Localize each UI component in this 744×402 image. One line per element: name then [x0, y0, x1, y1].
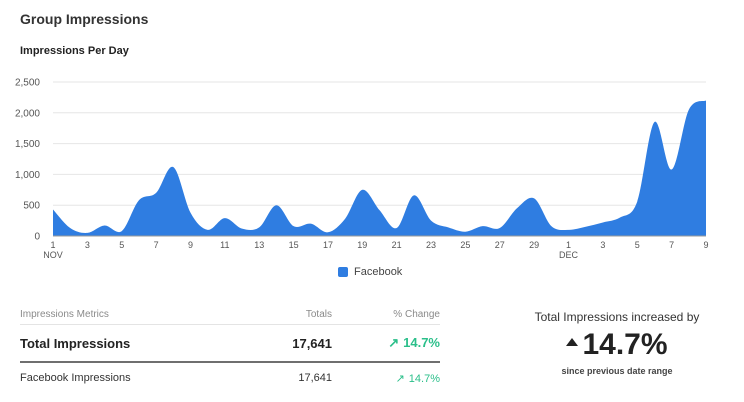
x-tick-label: 27 — [495, 240, 505, 250]
x-tick-label: 15 — [289, 240, 299, 250]
x-tick-label: 9 — [703, 240, 708, 250]
x-tick-label: 11 — [220, 240, 229, 250]
row-metric-label: Total Impressions — [20, 335, 131, 351]
row-change-value: 14.7% — [408, 372, 440, 385]
x-tick-label: 5 — [119, 240, 124, 250]
row-total-value: 17,641 — [292, 335, 332, 351]
x-tick-label: 3 — [600, 240, 605, 250]
x-tick-label: 7 — [154, 240, 159, 250]
summary-card: Total Impressions increased by 14.7% sin… — [510, 310, 724, 376]
x-tick-label: 13 — [254, 240, 264, 250]
page-title: Group Impressions — [20, 11, 149, 27]
table-row-facebook-impressions: Facebook Impressions 17,641 ↗ 14.7% — [20, 363, 440, 393]
x-tick-label: 23 — [426, 240, 436, 250]
x-tick-label: 3 — [85, 240, 90, 250]
x-tick-label: 19 — [357, 240, 367, 250]
x-tick-label: 29 — [529, 240, 539, 250]
y-tick-label: 2,500 — [15, 78, 40, 89]
x-tick-label: 17 — [323, 240, 333, 250]
table-header-row: Impressions Metrics Totals % Change — [20, 304, 440, 325]
arrow-up-right-icon: ↗ — [388, 335, 400, 350]
y-tick-label: 500 — [23, 201, 40, 212]
arrow-up-right-icon: ↗ — [395, 372, 405, 385]
x-tick-label: 1 — [566, 240, 571, 250]
legend-label-facebook: Facebook — [354, 266, 403, 278]
x-month-label: DEC — [559, 250, 579, 260]
x-tick-label: 7 — [669, 240, 674, 250]
y-tick-label: 1,500 — [15, 139, 40, 150]
y-tick-label: 1,000 — [15, 170, 40, 181]
header-change: % Change — [393, 308, 440, 320]
summary-caption: since previous date range — [561, 366, 673, 376]
x-tick-label: 9 — [188, 240, 193, 250]
header-metrics: Impressions Metrics — [20, 308, 109, 320]
row-metric-label: Facebook Impressions — [20, 372, 131, 384]
x-month-label: NOV — [43, 250, 63, 260]
chart-legend[interactable]: Facebook — [338, 266, 402, 278]
series-area-facebook — [53, 100, 706, 236]
summary-heading: Total Impressions increased by — [534, 310, 700, 324]
row-change-value: 14.7% — [403, 335, 440, 350]
chart-title: Impressions Per Day — [20, 45, 129, 57]
triangle-up-icon — [566, 338, 579, 347]
impressions-metrics-table: Impressions Metrics Totals % Change Tota… — [20, 304, 440, 393]
x-tick-label: 5 — [635, 240, 640, 250]
legend-swatch-facebook — [338, 267, 348, 277]
x-tick-label: 1 — [50, 240, 55, 250]
table-row-total-impressions: Total Impressions 17,641 ↗ 14.7% — [20, 325, 440, 363]
header-totals: Totals — [305, 308, 332, 320]
summary-value: 14.7% — [510, 328, 724, 362]
x-tick-label: 25 — [460, 240, 470, 250]
row-change: ↗ 14.7% — [332, 372, 440, 385]
y-tick-label: 0 — [34, 232, 40, 243]
y-tick-label: 2,000 — [15, 108, 40, 119]
x-tick-label: 21 — [392, 240, 402, 250]
row-total-value: 17,641 — [298, 372, 332, 384]
summary-value-text: 14.7% — [582, 328, 668, 361]
row-change: ↗ 14.7% — [332, 335, 440, 351]
